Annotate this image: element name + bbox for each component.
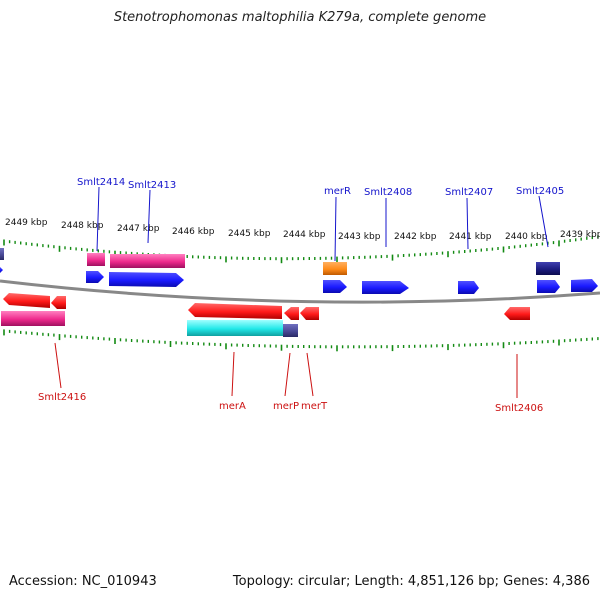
gene-label-merP[interactable]: merP (273, 401, 299, 412)
scale-ticks-upper (3, 235, 599, 264)
gene-smlt2408-cds[interactable] (362, 281, 409, 294)
scale-label: 2444 kbp (283, 230, 326, 240)
gene-smlt2407-cds[interactable] (458, 281, 479, 294)
scale-label: 2443 kbp (338, 232, 381, 242)
scale-label: 2445 kbp (228, 229, 271, 239)
leader-line (334, 196, 337, 262)
scale-label: 2449 kbp (5, 218, 48, 228)
gene-label-merA[interactable]: merA (219, 401, 246, 412)
genome-backbone (0, 279, 600, 304)
gene-label-smlt2416[interactable]: Smlt2416 (38, 392, 86, 403)
gene-merA-cyan[interactable] (187, 320, 283, 336)
gene-smlt2413-pink[interactable] (110, 254, 185, 268)
gene-merP-cds[interactable] (284, 307, 299, 320)
gene-label-smlt2405[interactable]: Smlt2405 (516, 186, 564, 197)
forward-genes (0, 248, 598, 294)
scale-label: 2448 kbp (61, 221, 104, 231)
accession-text: Accession: NC_010943 (9, 574, 157, 589)
gene-label-smlt2407[interactable]: Smlt2407 (445, 187, 493, 198)
gene-arrow-reverse[interactable] (51, 296, 66, 309)
leader-lines (54, 186, 549, 398)
scale-label: 2440 kbp (505, 232, 548, 242)
gene-smlt2416-cds[interactable] (3, 293, 50, 308)
gene-partial-left-top[interactable] (0, 248, 4, 260)
leader-line (54, 342, 62, 389)
gene-merT-cds[interactable] (300, 307, 319, 320)
leader-line (306, 352, 314, 397)
scale-labels: 2449 kbp 2448 kbp 2447 kbp 2446 kbp 2445… (5, 218, 600, 242)
genome-summary-text: Topology: circular; Length: 4,851,126 bp… (232, 574, 590, 589)
forward-gene-labels: Smlt2414 Smlt2413 merR Smlt2408 Smlt2407… (77, 177, 564, 198)
gene-label-merT[interactable]: merT (301, 401, 328, 412)
gene-label-smlt2413[interactable]: Smlt2413 (128, 180, 176, 191)
gene-smlt2406-cds[interactable] (504, 307, 530, 320)
gene-label-smlt2408[interactable]: Smlt2408 (364, 187, 412, 198)
scale-ticks-lower (3, 329, 599, 352)
map-title: Stenotrophomonas maltophilia K279a, comp… (113, 10, 487, 25)
leader-line (231, 351, 235, 397)
leader-line (466, 197, 469, 250)
leader-line (284, 352, 291, 397)
scale-label: 2439 kbp (560, 230, 600, 240)
gene-smlt2414-pink[interactable] (87, 253, 105, 266)
gene-smlt2413-cds[interactable] (109, 272, 184, 287)
gene-arrow-forward[interactable] (571, 279, 598, 292)
scale-label: 2442 kbp (394, 232, 437, 242)
leader-line (96, 186, 100, 252)
scale-label: 2446 kbp (172, 227, 215, 237)
gene-arrow-forward[interactable] (0, 267, 3, 273)
gene-smlt2405-navy[interactable] (536, 262, 560, 275)
gene-merA-cds[interactable] (188, 303, 282, 319)
gene-merR-orange[interactable] (323, 262, 347, 275)
scale-label: 2441 kbp (449, 232, 492, 242)
gene-merR-cds[interactable] (323, 280, 347, 293)
gene-smlt2405-cds[interactable] (537, 280, 560, 293)
scale-label: 2447 kbp (117, 224, 160, 234)
gene-label-smlt2414[interactable]: Smlt2414 (77, 177, 125, 188)
reverse-genes (1, 293, 530, 337)
gene-smlt2414-cds[interactable] (86, 271, 104, 283)
reverse-gene-labels: Smlt2416 merA merP merT Smlt2406 (38, 392, 543, 414)
gene-label-merR[interactable]: merR (324, 186, 351, 197)
leader-line (147, 189, 151, 244)
gene-label-smlt2406[interactable]: Smlt2406 (495, 403, 543, 414)
gene-smlt2416-pink[interactable] (1, 311, 65, 326)
leader-line (538, 195, 549, 248)
gene-merP-slate[interactable] (283, 324, 298, 337)
